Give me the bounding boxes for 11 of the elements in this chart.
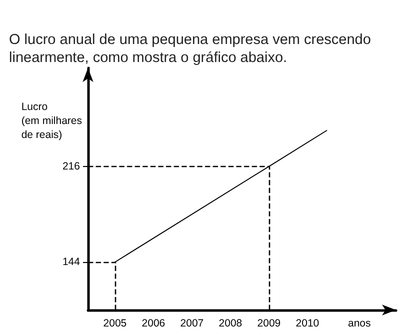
x-tick-label: 2009: [257, 318, 281, 330]
x-tick-label: 2008: [218, 318, 242, 330]
x-axis-title: anos: [348, 318, 371, 330]
x-tick-label: 2006: [142, 318, 166, 330]
y-tick-label: 144: [62, 256, 80, 268]
x-tick-label: 2010: [296, 318, 320, 330]
y-axis-title: Lucro (em milhares de reais): [21, 101, 82, 141]
x-tick-label: 2005: [103, 318, 127, 330]
chart-title: O lucro anual de uma pequena empresa vem crescendo linearmente, como mostra o gráfico abaixo.: [9, 32, 375, 66]
x-tick-label: 2007: [180, 318, 204, 330]
y-tick-label: 216: [62, 160, 80, 172]
